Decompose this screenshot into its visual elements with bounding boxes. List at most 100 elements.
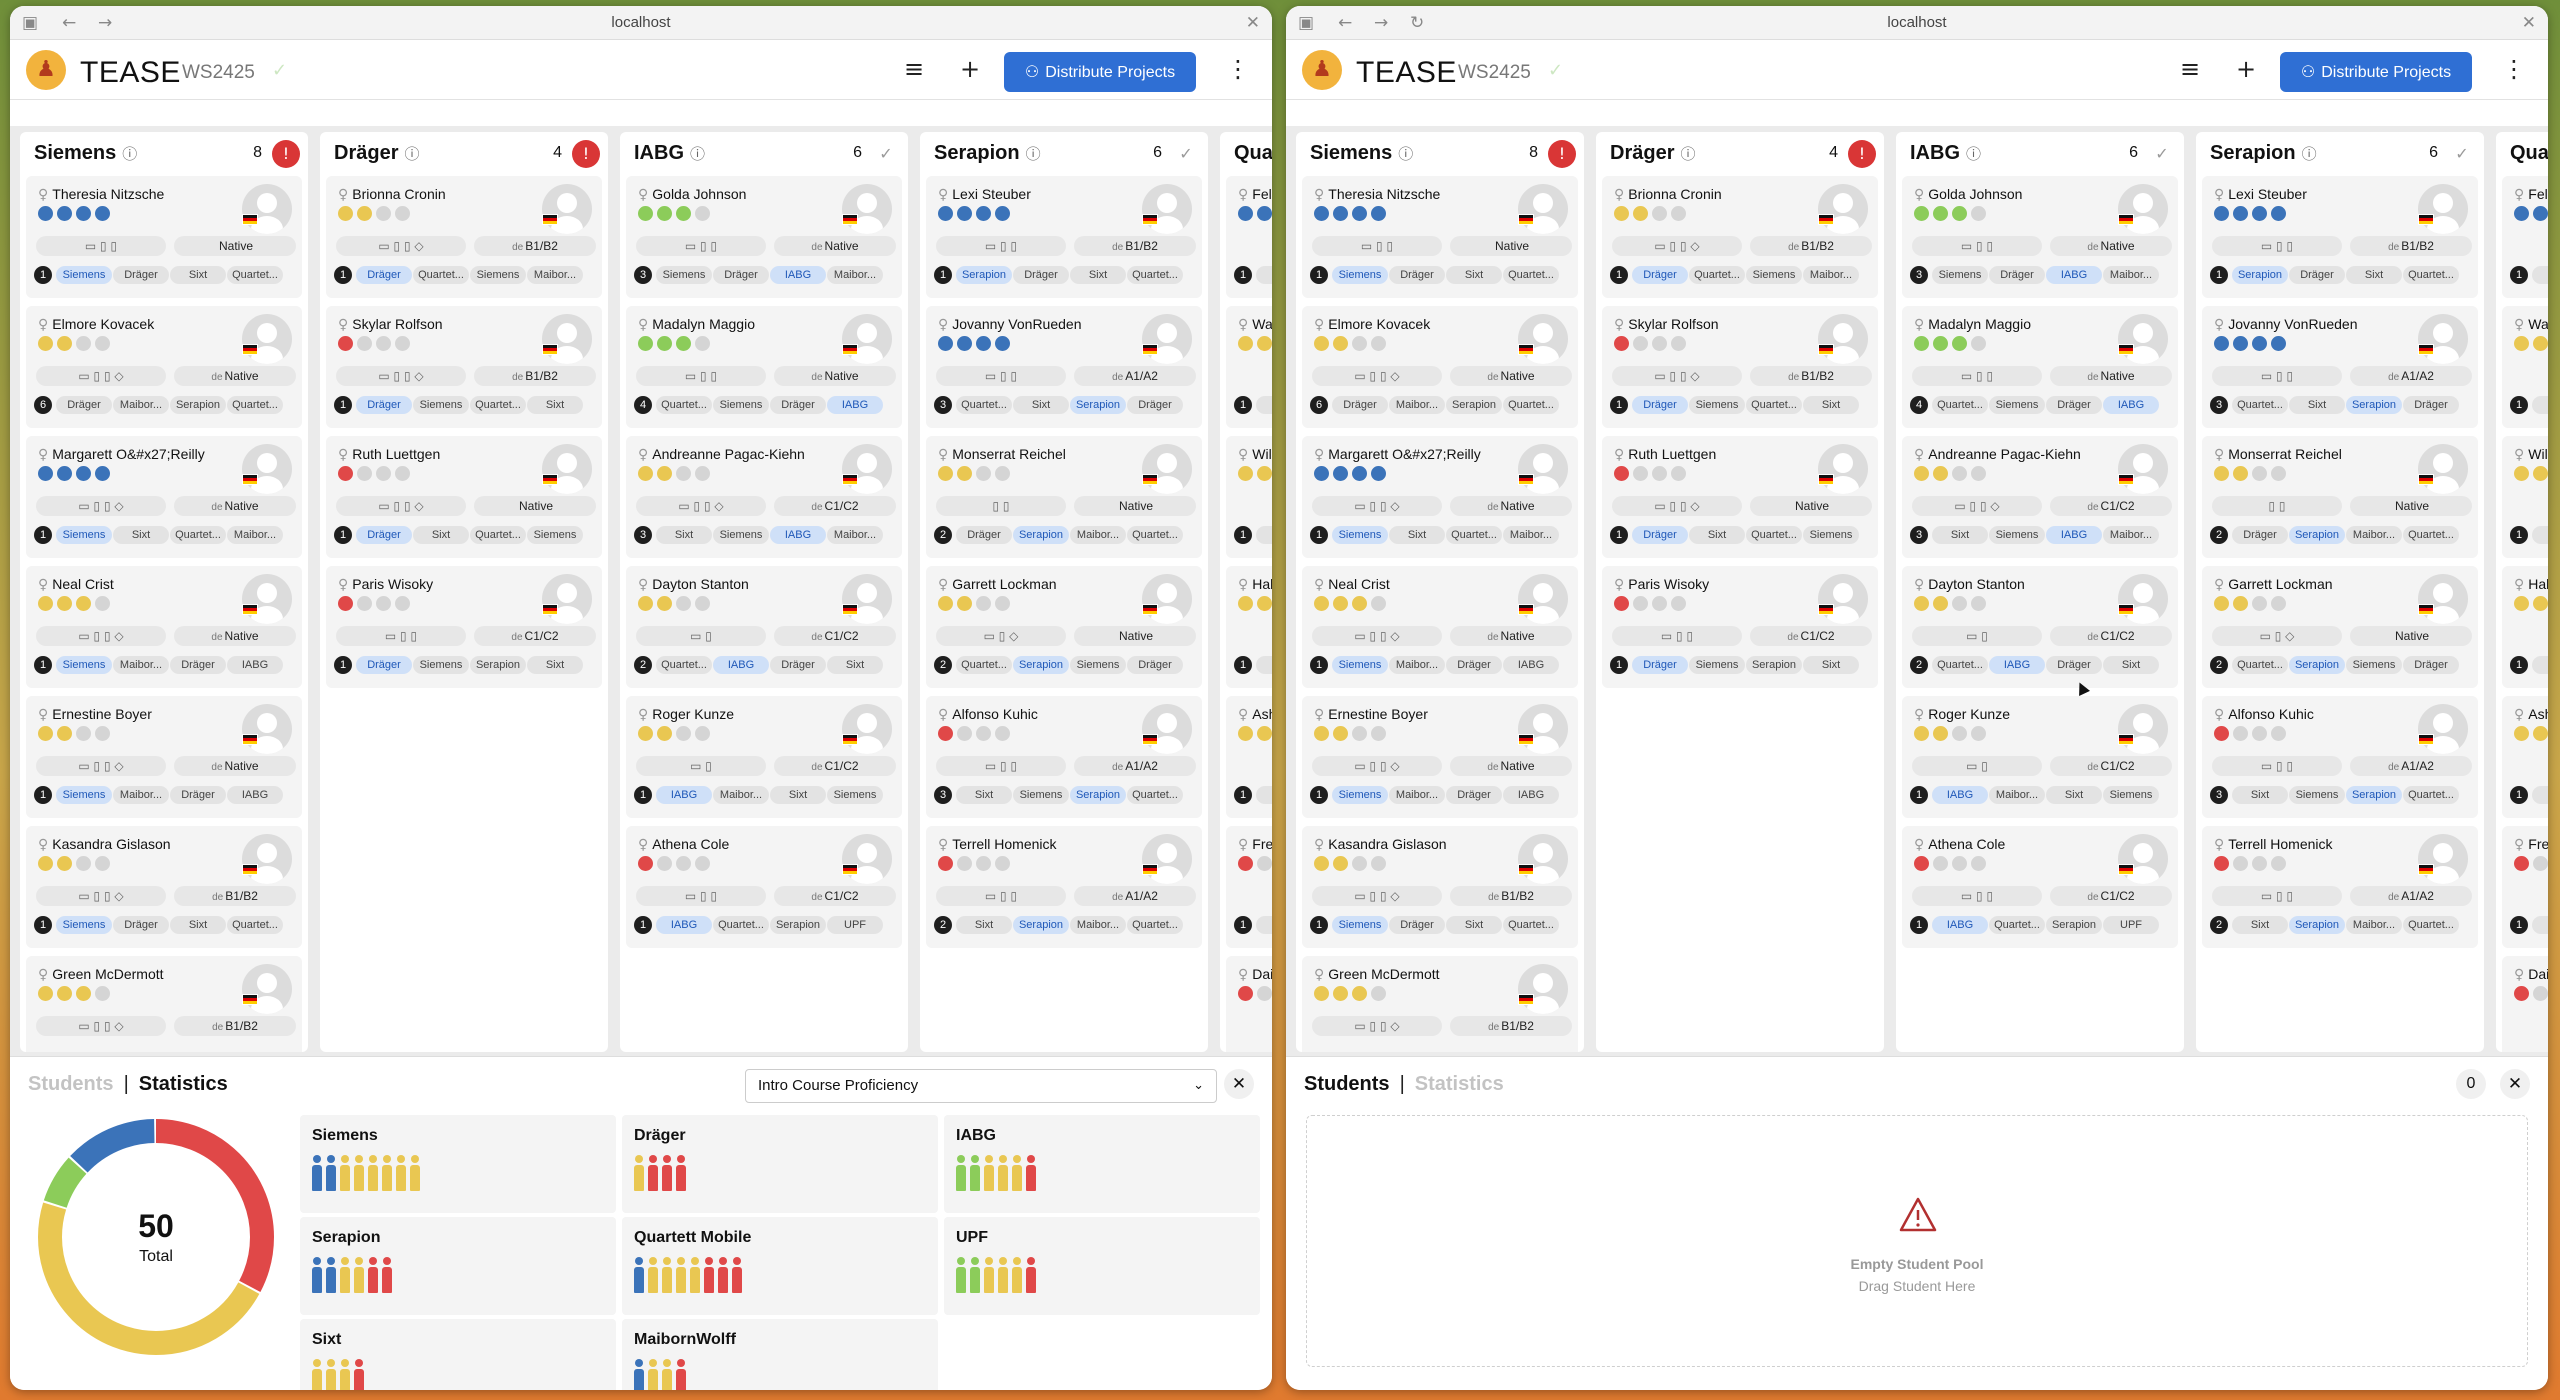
student-card[interactable]: ♀ Ernestine Boyer ▭ ▯ ▯ ◇ de Native 1 Siemens M…: [1302, 696, 1578, 818]
tab-students[interactable]: Students: [1304, 1073, 1390, 1095]
student-card[interactable]: ♀ Neal Crist ▭ ▯ ▯ ◇ de Native 1 Siemens Maibor…: [26, 566, 302, 688]
student-card[interactable]: ♀ Elmore Kovacek ▭ ▯ ▯ ◇ de Native 6 Dräger Mai…: [1302, 306, 1578, 428]
student-card[interactable]: ♀Fre 1Q: [1226, 826, 1272, 948]
close-panel-icon[interactable]: ✕: [1224, 1069, 1254, 1099]
student-card[interactable]: ♀Feli 1Q: [1226, 176, 1272, 298]
info-icon[interactable]: ⓘ: [2301, 145, 2317, 163]
student-card[interactable]: ♀ Green McDermott ▭ ▯ ▯ ◇ de B1/B2: [26, 956, 302, 1052]
student-card[interactable]: ♀ Garrett Lockman ▭ ▯ ◇ Native 2 Quartet... Se…: [2202, 566, 2478, 688]
close-panel-icon[interactable]: ✕: [2500, 1069, 2530, 1099]
statistics-dropdown[interactable]: Intro Course Proficiency ⌄: [745, 1069, 1217, 1103]
student-card[interactable]: ♀ Athena Cole ▭ ▯ ▯ de C1/C2 1 IABG Quartet... S…: [1902, 826, 2178, 948]
student-card[interactable]: ♀Hal 1Q: [1226, 566, 1272, 688]
student-card[interactable]: ♀Fre 1Q: [2502, 826, 2548, 948]
student-card[interactable]: ♀ Terrell Homenick ▭ ▯ ▯ de A1/A2 2 Sixt Serapi…: [2202, 826, 2478, 948]
student-card[interactable]: ♀ Andreanne Pagac-Kiehn ▭ ▯ ▯ ◇ de C1/C2 3 Six…: [626, 436, 902, 558]
student-card[interactable]: ♀ Ruth Luettgen ▭ ▯ ▯ ◇ Native 1 Dräger Sixt Qu…: [326, 436, 602, 558]
student-card[interactable]: ♀ Athena Cole ▭ ▯ ▯ de C1/C2 1 IABG Quartet... S…: [626, 826, 902, 948]
student-card[interactable]: ♀ Golda Johnson ▭ ▯ ▯ de Native 3 Siemens Dräge…: [626, 176, 902, 298]
student-card[interactable]: ♀ Dai: [1226, 956, 1272, 1052]
sort-icon[interactable]: ≡: [2180, 55, 2201, 83]
close-window-icon[interactable]: ✕: [1245, 13, 1260, 33]
student-card[interactable]: ♀ Brionna Cronin ▭ ▯ ▯ ◇ de B1/B2 1 Dräger Quar…: [1602, 176, 1878, 298]
student-card[interactable]: ♀ Golda Johnson ▭ ▯ ▯ de Native 3 Siemens Dräge…: [1902, 176, 2178, 298]
address-bar[interactable]: localhost: [611, 14, 671, 31]
student-card[interactable]: ♀ Skylar Rolfson ▭ ▯ ▯ ◇ de B1/B2 1 Dräger Siem…: [1602, 306, 1878, 428]
student-card[interactable]: ♀ Kasandra Gislason ▭ ▯ ▯ ◇ de B1/B2 1 Siemens…: [1302, 826, 1578, 948]
tab-statistics[interactable]: Statistics: [1414, 1073, 1504, 1095]
student-card[interactable]: ♀ Monserrat Reichel ▯ ▯ Native 2 Dräger Serapi…: [2202, 436, 2478, 558]
student-card[interactable]: ♀ Skylar Rolfson ▭ ▯ ▯ ◇ de B1/B2 1 Dräger Siem…: [326, 306, 602, 428]
student-card[interactable]: ♀ Kasandra Gislason ▭ ▯ ▯ ◇ de B1/B2 1 Siemens…: [26, 826, 302, 948]
student-card[interactable]: ♀ Elmore Kovacek ▭ ▯ ▯ ◇ de Native 6 Dräger Mai…: [26, 306, 302, 428]
student-card[interactable]: ♀ Ernestine Boyer ▭ ▯ ▯ ◇ de Native 1 Siemens M…: [26, 696, 302, 818]
student-card[interactable]: ♀ Dayton Stanton ▭ ▯ de C1/C2 2 Quartet... IABG…: [626, 566, 902, 688]
info-icon[interactable]: ⓘ: [1398, 145, 1414, 163]
student-card[interactable]: ♀ Paris Wisoky ▭ ▯ ▯ de C1/C2 1 Dräger Siemens S…: [1602, 566, 1878, 688]
student-card[interactable]: ♀ Terrell Homenick ▭ ▯ ▯ de A1/A2 2 Sixt Serapi…: [926, 826, 1202, 948]
info-icon[interactable]: ⓘ: [690, 145, 706, 163]
semester-label[interactable]: WS2425: [182, 62, 255, 83]
student-card[interactable]: ♀Hal 1Q: [2502, 566, 2548, 688]
sort-icon[interactable]: ≡: [904, 55, 925, 83]
sidebar-toggle-icon[interactable]: ▣: [1298, 13, 1315, 33]
student-card[interactable]: ♀ Monserrat Reichel ▯ ▯ Native 2 Dräger Serapi…: [926, 436, 1202, 558]
student-card[interactable]: ♀Wil 1Q: [2502, 436, 2548, 558]
student-card[interactable]: ♀ Margarett O&#x27;Reilly ▭ ▯ ▯ ◇ de Native 1…: [1302, 436, 1578, 558]
student-card[interactable]: ♀ Roger Kunze ▭ ▯ de C1/C2 1 IABG Maibor... Sixt…: [626, 696, 902, 818]
student-card[interactable]: ♀ Ruth Luettgen ▭ ▯ ▯ ◇ Native 1 Dräger Sixt Qu…: [1602, 436, 1878, 558]
forward-icon[interactable]: →: [1374, 13, 1389, 33]
student-card[interactable]: ♀ Theresia Nitzsche ▭ ▯ ▯ Native 1 Siemens Drä…: [1302, 176, 1578, 298]
student-card[interactable]: ♀ Paris Wisoky ▭ ▯ ▯ de C1/C2 1 Dräger Siemens S…: [326, 566, 602, 688]
student-card[interactable]: ♀Wa 1Q: [2502, 306, 2548, 428]
avatar: [1818, 184, 1868, 234]
student-card[interactable]: ♀ Green McDermott ▭ ▯ ▯ ◇ de B1/B2: [1302, 956, 1578, 1052]
student-card[interactable]: ♀ Neal Crist ▭ ▯ ▯ ◇ de Native 1 Siemens Maibor…: [1302, 566, 1578, 688]
student-card[interactable]: ♀ Roger Kunze ▭ ▯ de C1/C2 1 IABG Maibor... Sixt…: [1902, 696, 2178, 818]
more-menu-icon[interactable]: ⋮: [2502, 55, 2526, 83]
student-card[interactable]: ♀ Madalyn Maggio ▭ ▯ ▯ de Native 4 Quartet... S…: [626, 306, 902, 428]
info-icon[interactable]: ⓘ: [1680, 145, 1696, 163]
student-card[interactable]: ♀ Dai: [2502, 956, 2548, 1052]
add-icon[interactable]: +: [960, 55, 981, 83]
forward-icon[interactable]: →: [98, 13, 113, 33]
student-pool-dropzone[interactable]: Empty Student Pool Drag Student Here: [1306, 1115, 2528, 1367]
info-icon[interactable]: ⓘ: [1025, 145, 1041, 163]
student-card[interactable]: ♀ Alfonso Kuhic ▭ ▯ ▯ de A1/A2 3 Sixt Siemens Se…: [2202, 696, 2478, 818]
info-icon[interactable]: ⓘ: [1966, 145, 1982, 163]
info-icon[interactable]: ⓘ: [122, 145, 138, 163]
distribute-projects-button[interactable]: ⚇ Distribute Projects: [2280, 52, 2472, 92]
student-name: ♀ Hal: [2514, 576, 2548, 593]
distribute-projects-button[interactable]: ⚇ Distribute Projects: [1004, 52, 1196, 92]
semester-label[interactable]: WS2425: [1458, 62, 1531, 83]
back-icon[interactable]: ←: [1338, 13, 1353, 33]
skill-dots: [638, 856, 714, 876]
student-card[interactable]: ♀ Jovanny VonRueden ▭ ▯ ▯ de A1/A2 3 Quartet..…: [926, 306, 1202, 428]
address-bar[interactable]: localhost: [1887, 14, 1947, 31]
student-card[interactable]: ♀ Lexi Steuber ▭ ▯ ▯ de B1/B2 1 Serapion Dräger…: [2202, 176, 2478, 298]
add-icon[interactable]: +: [2236, 55, 2257, 83]
tab-students[interactable]: Students: [28, 1073, 114, 1095]
student-card[interactable]: ♀ Madalyn Maggio ▭ ▯ ▯ de Native 4 Quartet... S…: [1902, 306, 2178, 428]
student-card[interactable]: ♀ Andreanne Pagac-Kiehn ▭ ▯ ▯ ◇ de C1/C2 3 Six…: [1902, 436, 2178, 558]
student-card[interactable]: ♀ Brionna Cronin ▭ ▯ ▯ ◇ de B1/B2 1 Dräger Quar…: [326, 176, 602, 298]
student-card[interactable]: ♀ Garrett Lockman ▭ ▯ ◇ Native 2 Quartet... Se…: [926, 566, 1202, 688]
student-card[interactable]: ♀Wa 1Q: [1226, 306, 1272, 428]
reload-icon[interactable]: ↻: [1410, 13, 1425, 33]
back-icon[interactable]: ←: [62, 13, 77, 33]
student-card[interactable]: ♀Ash 1Q: [2502, 696, 2548, 818]
student-card[interactable]: ♀ Dayton Stanton ▭ ▯ de C1/C2 2 Quartet... IABG…: [1902, 566, 2178, 688]
student-card[interactable]: ♀Ash 1Q: [1226, 696, 1272, 818]
info-icon[interactable]: ⓘ: [404, 145, 420, 163]
more-menu-icon[interactable]: ⋮: [1226, 55, 1250, 83]
sidebar-toggle-icon[interactable]: ▣: [22, 13, 39, 33]
tab-statistics[interactable]: Statistics: [138, 1073, 228, 1095]
student-card[interactable]: ♀ Alfonso Kuhic ▭ ▯ ▯ de A1/A2 3 Sixt Siemens Se…: [926, 696, 1202, 818]
student-card[interactable]: ♀Feli 1Q: [2502, 176, 2548, 298]
student-card[interactable]: ♀Wil 1Q: [1226, 436, 1272, 558]
student-card[interactable]: ♀ Theresia Nitzsche ▭ ▯ ▯ Native 1 Siemens Drä…: [26, 176, 302, 298]
close-window-icon[interactable]: ✕: [2521, 13, 2536, 33]
student-card[interactable]: ♀ Margarett O&#x27;Reilly ▭ ▯ ▯ ◇ de Native 1…: [26, 436, 302, 558]
student-card[interactable]: ♀ Jovanny VonRueden ▭ ▯ ▯ de A1/A2 3 Quartet..…: [2202, 306, 2478, 428]
student-card[interactable]: ♀ Lexi Steuber ▭ ▯ ▯ de B1/B2 1 Serapion Dräger…: [926, 176, 1202, 298]
